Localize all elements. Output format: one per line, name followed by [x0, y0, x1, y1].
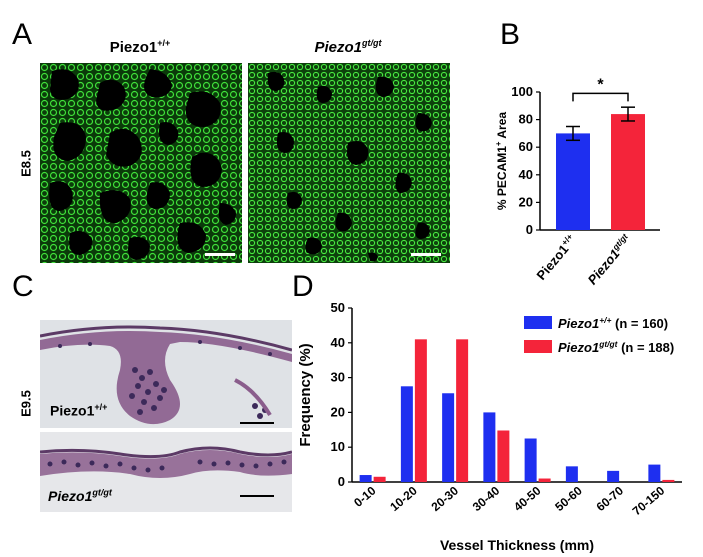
- y-tick-label: 0: [338, 474, 345, 489]
- y-tick-label: 80: [519, 112, 533, 127]
- histology-image-mutant: Piezo1gt/gt: [40, 432, 292, 512]
- bar: [524, 438, 537, 482]
- legend-swatch: [524, 340, 552, 353]
- x-tick-label: 10-20: [387, 483, 420, 514]
- panel-a-col2-title: Piezo1gt/gt: [314, 38, 382, 56]
- pecam1-area-chart: 0 20 40 60 80 100 Piezo1+/+Piezo1gt/gt * % PECAM…: [494, 76, 660, 288]
- bar: [373, 476, 386, 482]
- legend-swatch: [524, 316, 552, 329]
- y-tick-label: 20: [519, 194, 533, 209]
- bar: [607, 470, 620, 482]
- histology-label-wildtype: Piezo1+/+: [50, 402, 108, 419]
- x-axis-label: Vessel Thickness (mm): [440, 537, 594, 553]
- y-tick-label: 20: [331, 404, 345, 419]
- panel-a-col1-title: Piezo1+/+: [109, 38, 171, 56]
- bar: [442, 393, 455, 482]
- bar: [400, 386, 413, 482]
- y-tick-label: 30: [331, 370, 345, 385]
- bar: [359, 475, 372, 482]
- bar: [456, 339, 469, 482]
- y-tick-label: 0: [526, 222, 533, 237]
- scale-bar: [240, 495, 274, 497]
- scale-bar: [240, 422, 274, 424]
- significance-star: *: [597, 76, 604, 93]
- bar: [648, 464, 661, 482]
- pecam1-image-wildtype: [40, 63, 242, 263]
- bar: [611, 114, 645, 230]
- x-tick-label: 60-70: [594, 483, 627, 514]
- histology-label-mutant: Piezo1gt/gt: [48, 487, 112, 504]
- y-axis-label: Frequency (%): [297, 343, 314, 446]
- pecam1-image-mutant: [248, 63, 450, 263]
- x-category-label: Piezo1gt/gt: [584, 231, 635, 288]
- x-tick-label: 40-50: [511, 483, 544, 514]
- bar: [483, 412, 496, 482]
- bar: [497, 430, 510, 482]
- x-tick-label: 30-40: [470, 483, 503, 514]
- scale-bar: [411, 253, 441, 256]
- x-tick-label: 70-150: [630, 483, 668, 518]
- y-axis-label: % PECAM1+ Area: [494, 112, 509, 210]
- y-tick-label: 10: [331, 439, 345, 454]
- significance-bracket: [572, 92, 629, 102]
- bar: [565, 466, 578, 482]
- bar: [414, 339, 427, 482]
- y-tick-label: 100: [511, 84, 533, 99]
- y-tick-label: 40: [519, 167, 533, 182]
- bar: [538, 478, 551, 482]
- scale-bar: [205, 253, 235, 256]
- legend-label: Piezo1+/+ (n = 160): [558, 315, 668, 331]
- vessel-thickness-chart: 0 10 20 30 40 50 0-10 10-20 20-30 30-40 40-50 50-60…: [297, 300, 682, 553]
- x-tick-label: 0-10: [351, 483, 379, 509]
- x-tick-label: 50-60: [552, 483, 585, 514]
- bar: [556, 133, 590, 230]
- histology-image-wildtype: Piezo1+/+: [40, 320, 292, 428]
- legend-label: Piezo1gt/gt (n = 188): [558, 339, 674, 355]
- panel-b-letter: B: [500, 18, 521, 51]
- panel-d-letter: D: [292, 270, 314, 303]
- x-tick-label: 20-30: [429, 483, 462, 514]
- panel-c-stage-label: E9.5: [18, 390, 34, 417]
- panel-c-letter: C: [12, 270, 34, 303]
- x-category-label: Piezo1+/+: [533, 232, 580, 283]
- y-tick-label: 40: [331, 335, 345, 350]
- panel-a-letter: A: [12, 18, 33, 51]
- y-tick-label: 50: [331, 300, 345, 315]
- y-tick-label: 60: [519, 139, 533, 154]
- panel-a-stage-label: E8.5: [18, 150, 34, 177]
- bar: [662, 479, 675, 482]
